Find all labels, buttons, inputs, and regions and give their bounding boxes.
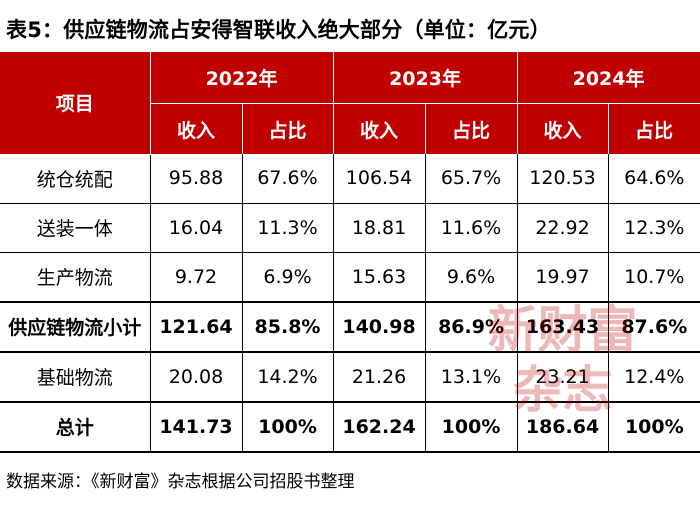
cell-share: 85.8% [241, 301, 334, 353]
cell-revenue: 16.04 [149, 203, 242, 253]
cell-share: 100% [424, 401, 518, 453]
cell-revenue: 9.72 [149, 252, 242, 303]
revenue-table: 项目 2022年 2023年 2024年 收入 占比 收入 占比 收入 占比 统… [0, 52, 700, 453]
cell-revenue: 121.64 [149, 301, 242, 353]
cell-share: 14.2% [241, 351, 334, 403]
row-label: 统仓统配 [0, 154, 150, 204]
row-label: 送装一体 [0, 203, 150, 253]
table-row: 生产物流 9.72 6.9% 15.63 9.6% 19.97 10.7% [0, 252, 700, 303]
table-row: 送装一体 16.04 11.3% 18.81 11.6% 22.92 12.3% [0, 203, 700, 253]
row-label: 生产物流 [0, 252, 150, 303]
cell-revenue: 95.88 [149, 154, 242, 204]
header-row-sub: 收入 占比 收入 占比 收入 占比 [0, 103, 700, 154]
cell-revenue: 19.97 [516, 252, 609, 303]
cell-revenue: 20.08 [149, 351, 242, 403]
cell-revenue: 120.53 [516, 154, 609, 204]
header-share: 占比 [607, 103, 700, 154]
cell-share: 12.4% [607, 351, 700, 403]
cell-revenue: 18.81 [332, 203, 426, 253]
header-share: 占比 [424, 103, 518, 154]
cell-revenue: 141.73 [149, 401, 242, 453]
header-revenue: 收入 [332, 103, 426, 154]
subtotal-row: 供应链物流小计 121.64 85.8% 140.98 86.9% 163.43… [0, 301, 700, 353]
cell-revenue: 140.98 [332, 301, 426, 353]
header-year: 2024年 [516, 52, 700, 104]
cell-share: 9.6% [424, 252, 518, 303]
cell-share: 10.7% [607, 252, 700, 303]
cell-share: 87.6% [607, 301, 700, 353]
total-row: 总计 141.73 100% 162.24 100% 186.64 100% [0, 401, 700, 453]
cell-share: 64.6% [607, 154, 700, 204]
row-label: 基础物流 [0, 351, 150, 403]
header-year: 2023年 [332, 52, 518, 104]
cell-revenue: 15.63 [332, 252, 426, 303]
cell-share: 100% [607, 401, 700, 453]
cell-revenue: 186.64 [516, 401, 609, 453]
table-title: 表5：供应链物流占安得智联收入绝大部分（单位：亿元） [6, 18, 551, 42]
cell-share: 6.9% [241, 252, 334, 303]
cell-share: 65.7% [424, 154, 518, 204]
cell-share: 86.9% [424, 301, 518, 353]
row-label: 总计 [0, 401, 150, 453]
cell-revenue: 22.92 [516, 203, 609, 253]
cell-revenue: 162.24 [332, 401, 426, 453]
source-note: 数据来源：《新财富》杂志根据公司招股书整理 [6, 472, 355, 492]
cell-share: 100% [241, 401, 334, 453]
header-year: 2022年 [149, 52, 334, 104]
cell-revenue: 23.21 [516, 351, 609, 403]
cell-revenue: 106.54 [332, 154, 426, 204]
header-row-years: 项目 2022年 2023年 2024年 [0, 52, 700, 155]
header-item: 项目 [0, 52, 151, 155]
table-row: 统仓统配 95.88 67.6% 106.54 65.7% 120.53 64.… [0, 154, 700, 204]
table-row: 基础物流 20.08 14.2% 21.26 13.1% 23.21 12.4% [0, 351, 700, 403]
cell-share: 67.6% [241, 154, 334, 204]
cell-share: 11.3% [241, 203, 334, 253]
cell-revenue: 163.43 [516, 301, 609, 353]
row-label: 供应链物流小计 [0, 301, 150, 353]
cell-share: 11.6% [424, 203, 518, 253]
cell-share: 12.3% [607, 203, 700, 253]
header-share: 占比 [241, 103, 334, 154]
cell-share: 13.1% [424, 351, 518, 403]
header-revenue: 收入 [516, 103, 609, 154]
header-revenue: 收入 [149, 103, 243, 154]
cell-revenue: 21.26 [332, 351, 426, 403]
